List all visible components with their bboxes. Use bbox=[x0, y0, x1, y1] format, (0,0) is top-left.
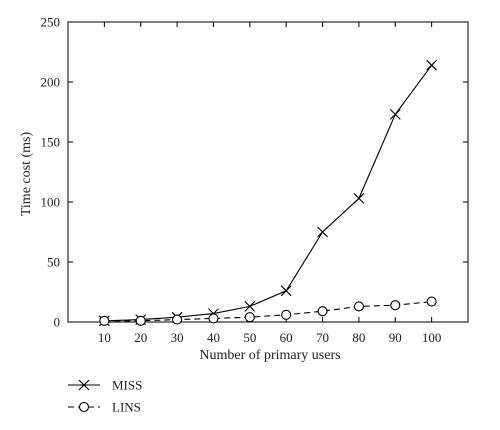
x-axis: 10 20 30 40 50 60 70 80 90 100 bbox=[98, 22, 442, 345]
series-line-miss bbox=[104, 64, 433, 322]
x-tick-label: 40 bbox=[207, 330, 220, 345]
data-point-lins bbox=[135, 315, 146, 326]
series-miss bbox=[98, 59, 438, 327]
y-axis-title: Time cost (ms) bbox=[19, 132, 34, 217]
x-tick-label: 70 bbox=[316, 330, 329, 345]
data-point-miss bbox=[280, 285, 292, 297]
data-point-miss bbox=[317, 226, 328, 238]
x-tick-label: 30 bbox=[171, 330, 184, 345]
x-tick-label: 80 bbox=[352, 330, 365, 345]
legend-marker-lins bbox=[78, 401, 90, 413]
data-point-lins bbox=[172, 314, 183, 325]
data-point-miss bbox=[389, 109, 401, 120]
x-tick-label: 50 bbox=[243, 330, 256, 345]
y-tick-label: 50 bbox=[47, 255, 60, 270]
x-tick-label: 10 bbox=[98, 330, 111, 345]
legend-label-lins: LINS bbox=[112, 400, 141, 415]
data-point-miss bbox=[426, 59, 438, 71]
legend-label-miss: MISS bbox=[112, 378, 142, 393]
series-layer bbox=[98, 59, 438, 327]
x-tick-label: 20 bbox=[134, 330, 147, 345]
y-tick-label: 100 bbox=[41, 195, 61, 210]
legend-marker-miss bbox=[78, 379, 90, 391]
data-point-lins bbox=[426, 296, 437, 307]
x-tick-label: 100 bbox=[422, 330, 442, 345]
data-point-lins bbox=[317, 306, 328, 317]
plot-frame bbox=[67, 21, 469, 323]
y-tick-label: 0 bbox=[54, 315, 61, 330]
legend-item-miss: MISS bbox=[68, 378, 142, 393]
data-point-lins bbox=[99, 315, 110, 326]
series-lins bbox=[99, 296, 437, 326]
data-point-miss bbox=[353, 193, 365, 204]
plot-area-border bbox=[67, 21, 469, 323]
x-tick-label: 90 bbox=[389, 330, 402, 345]
x-axis-title: Number of primary users bbox=[199, 348, 340, 363]
x-tick-label: 60 bbox=[280, 330, 293, 345]
data-point-lins bbox=[353, 301, 364, 312]
data-point-miss bbox=[244, 301, 256, 312]
y-tick-label: 150 bbox=[41, 135, 61, 150]
y-tick-label: 200 bbox=[41, 75, 61, 90]
data-point-lins bbox=[244, 312, 255, 323]
series-line-lins bbox=[104, 301, 432, 322]
legend: MISS LINS bbox=[68, 378, 142, 415]
legend-item-lins: LINS bbox=[68, 400, 141, 415]
y-axis: 0 50 100 150 200 250 bbox=[41, 15, 468, 330]
data-point-lins bbox=[281, 309, 292, 320]
data-point-lins bbox=[390, 300, 401, 311]
data-point-lins bbox=[208, 313, 219, 324]
y-tick-label: 250 bbox=[41, 15, 61, 30]
